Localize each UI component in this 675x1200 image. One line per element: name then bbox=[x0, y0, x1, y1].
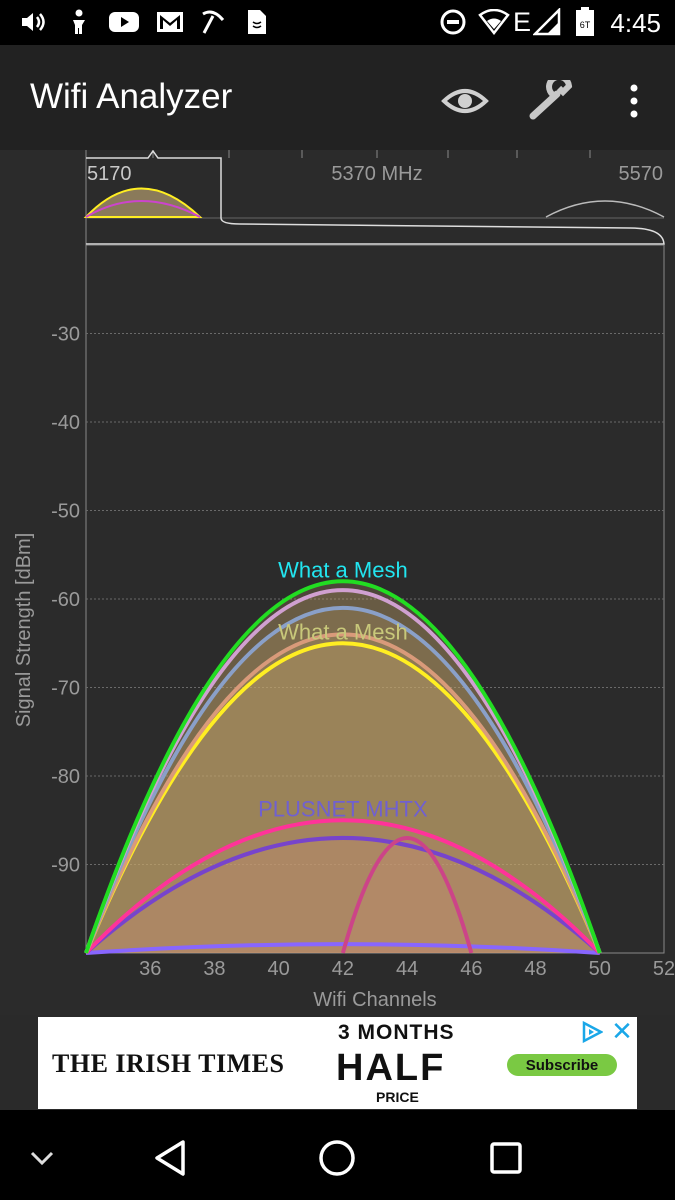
gmail-icon bbox=[155, 8, 185, 36]
status-bar: E 6T 4:45 bbox=[0, 0, 675, 45]
nav-back-button[interactable] bbox=[140, 1128, 200, 1188]
overview-signal-mini-2 bbox=[545, 200, 665, 218]
x-tick-label: 46 bbox=[460, 958, 482, 980]
ad-choices-icon[interactable] bbox=[581, 1020, 604, 1044]
overview-label-end: 5570 bbox=[619, 163, 664, 185]
back-triangle-icon bbox=[155, 1140, 185, 1176]
x-tick-label: 42 bbox=[332, 958, 354, 980]
more-vert-icon bbox=[630, 84, 638, 118]
wifi-icon bbox=[478, 8, 510, 36]
overview-label-center: 5370 MHz bbox=[331, 163, 422, 185]
accessibility-icon bbox=[64, 8, 94, 36]
recents-square-icon bbox=[490, 1142, 522, 1174]
x-axis-label: Wifi Channels bbox=[313, 989, 436, 1011]
battery-icon: 6T bbox=[574, 7, 596, 36]
sim-card-icon bbox=[244, 8, 270, 36]
x-tick-label: 44 bbox=[396, 958, 418, 980]
x-tick-label: 38 bbox=[203, 958, 225, 980]
chevron-down-icon bbox=[30, 1151, 54, 1166]
network-type-label: E bbox=[513, 6, 532, 37]
x-tick-label: 48 bbox=[524, 958, 546, 980]
x-tick-label: 36 bbox=[139, 958, 161, 980]
signal-curve bbox=[84, 818, 602, 955]
signal-series bbox=[84, 579, 602, 955]
y-tick-label: -70 bbox=[51, 678, 80, 700]
ad-banner[interactable]: THE IRISH TIMES 3 MONTHS HALF PRICE Subs… bbox=[38, 1017, 637, 1109]
signal-curve bbox=[84, 632, 602, 954]
volume-icon bbox=[18, 8, 48, 36]
settings-button[interactable] bbox=[526, 73, 582, 129]
signal-curve bbox=[84, 605, 602, 954]
ad-subscribe-button[interactable]: Subscribe bbox=[507, 1054, 617, 1076]
ad-brand: THE IRISH TIMES bbox=[52, 1049, 285, 1078]
signal-curve bbox=[85, 942, 600, 955]
x-axis-ticks: 36 38 40 42 44 46 48 50 52 bbox=[139, 958, 675, 980]
overview-signal-mini bbox=[83, 187, 203, 218]
y-tick-label: -80 bbox=[51, 766, 80, 788]
signal-curve bbox=[84, 641, 602, 954]
chart-area[interactable]: 5170 5370 MHz 5570 -30 -40 -50 -60 -70 -80 -90… bbox=[0, 150, 675, 1015]
y-tick-label: -40 bbox=[51, 412, 80, 434]
ad-offer-line1: 3 MONTHS bbox=[338, 1021, 455, 1044]
wifi-channel-chart[interactable]: 5170 5370 MHz 5570 -30 -40 -50 -60 -70 -80 -90… bbox=[0, 150, 675, 1015]
pickaxe-icon bbox=[198, 8, 228, 36]
x-tick-label: 40 bbox=[268, 958, 290, 980]
y-tick-label: -30 bbox=[51, 324, 80, 346]
frequency-overview[interactable]: 5170 5370 MHz 5570 bbox=[83, 150, 665, 246]
more-options-button[interactable] bbox=[606, 73, 662, 129]
signal-curve bbox=[340, 835, 474, 954]
ssid-label: What a Mesh bbox=[278, 557, 408, 582]
ssid-label: PLUSNET MHTX bbox=[258, 796, 428, 821]
y-tick-label: -90 bbox=[51, 855, 80, 877]
signal-curve bbox=[84, 579, 602, 954]
clock-time: 4:45 bbox=[610, 8, 661, 38]
nav-collapse-button[interactable] bbox=[12, 1128, 72, 1188]
view-toggle-button[interactable] bbox=[437, 73, 493, 129]
app-title: Wifi Analyzer bbox=[30, 77, 233, 116]
signal-curve bbox=[84, 588, 602, 954]
overview-label-start: 5170 bbox=[87, 163, 132, 185]
x-tick-label: 52 bbox=[653, 958, 675, 980]
signal-icon bbox=[532, 8, 562, 36]
y-tick-label: -60 bbox=[51, 589, 80, 611]
x-tick-label: 50 bbox=[589, 958, 611, 980]
wrench-icon bbox=[529, 80, 573, 120]
youtube-icon bbox=[108, 8, 140, 36]
app-bar: Wifi Analyzer bbox=[0, 45, 675, 150]
y-axis-ticks: -30 -40 -50 -60 -70 -80 -90 bbox=[51, 324, 80, 877]
ad-offer-line3: PRICE bbox=[376, 1089, 419, 1105]
battery-label: 6T bbox=[580, 20, 591, 30]
ad-close-icon[interactable]: ✕ bbox=[611, 1016, 633, 1046]
nav-recents-button[interactable] bbox=[476, 1128, 536, 1188]
ad-offer-line2: HALF bbox=[336, 1047, 446, 1089]
ssid-labels: What a Mesh What a Mesh PLUSNET MHTX bbox=[258, 557, 428, 821]
ssid-label: What a Mesh bbox=[278, 619, 408, 644]
home-circle-icon bbox=[319, 1140, 355, 1176]
y-tick-label: -50 bbox=[51, 501, 80, 523]
navigation-bar bbox=[0, 1110, 675, 1200]
overview-zoom-connector bbox=[220, 217, 665, 246]
y-axis-label: Signal Strength [dBm] bbox=[13, 533, 35, 728]
do-not-disturb-icon bbox=[438, 8, 468, 36]
nav-home-button[interactable] bbox=[307, 1128, 367, 1188]
eye-icon bbox=[441, 89, 489, 113]
signal-curve bbox=[84, 835, 602, 955]
